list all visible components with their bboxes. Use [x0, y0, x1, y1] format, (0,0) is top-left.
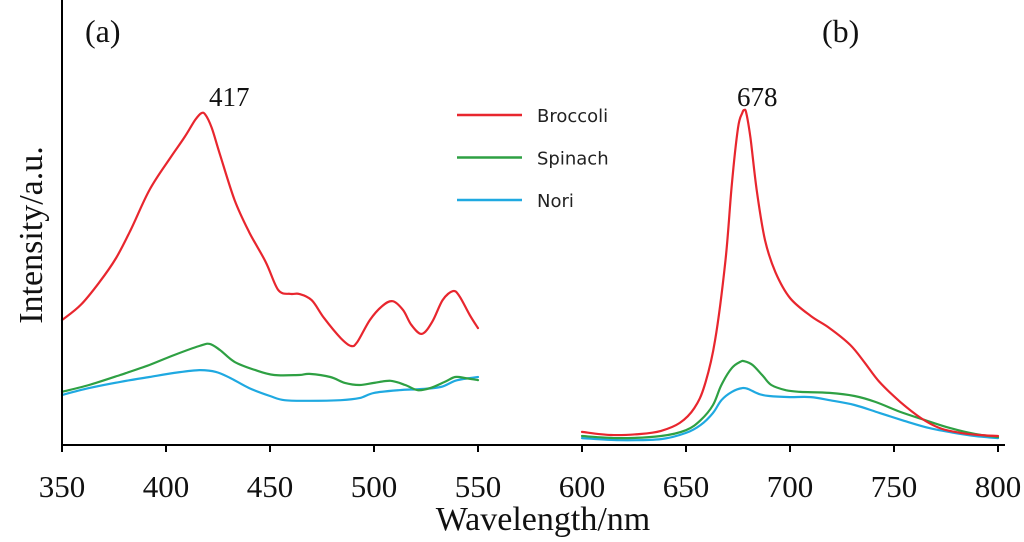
- legend-label-broccoli: Broccoli: [537, 106, 608, 127]
- curve-a-nori: [60, 368, 480, 402]
- curve-b-spinach: [580, 359, 1000, 440]
- x-tick-label: 350: [39, 469, 86, 504]
- panel-label-b: (b): [822, 13, 859, 49]
- panel-label-a: (a): [85, 13, 121, 49]
- legend-label-spinach: Spinach: [537, 149, 609, 170]
- curve-a-broccoli: [60, 111, 480, 348]
- curve-a-spinach: [60, 342, 480, 393]
- x-tick-label: 550: [455, 469, 502, 504]
- curve-b-broccoli: [580, 108, 1000, 438]
- x-tick-layer: 350 400 450 500 550 600 650 700 750 800: [39, 445, 1022, 504]
- x-tick-label: 600: [559, 469, 606, 504]
- x-axis-label: Wavelength/nm: [436, 501, 650, 538]
- x-tick-label: 400: [143, 469, 190, 504]
- x-tick-label: 800: [975, 469, 1022, 504]
- x-tick-label: 650: [663, 469, 710, 504]
- curve-b-nori: [580, 386, 1000, 442]
- y-axis-label: Intensity/a.u.: [13, 146, 50, 324]
- peak-label-a: 417: [209, 82, 250, 112]
- peak-label-b: 678: [737, 82, 778, 112]
- x-tick-label: 750: [871, 469, 918, 504]
- x-tick-label: 500: [351, 469, 398, 504]
- x-tick-label: 450: [247, 469, 294, 504]
- curve-layer: [60, 108, 1000, 442]
- x-tick-label: 700: [767, 469, 814, 504]
- legend: Broccoli Spinach Nori: [457, 106, 609, 212]
- legend-label-nori: Nori: [537, 191, 574, 212]
